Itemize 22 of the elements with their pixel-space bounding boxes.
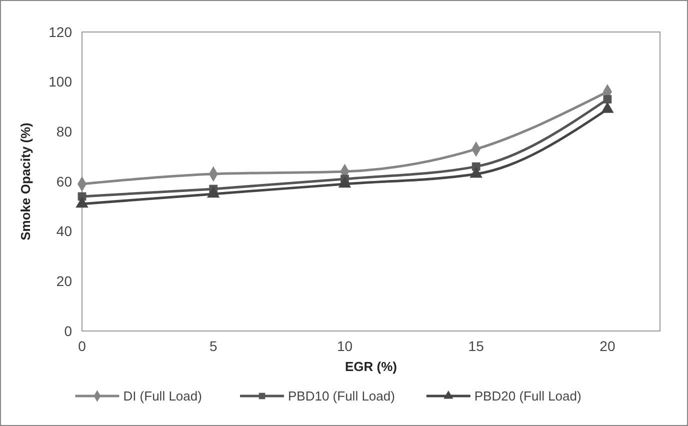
x-tick-label: 5	[209, 338, 218, 354]
y-tick-label: 60	[56, 173, 72, 190]
y-tick-label: 0	[64, 322, 72, 339]
legend-label: PBD10 (Full Load)	[288, 388, 395, 404]
y-tick-label: 20	[56, 273, 72, 290]
y-tick-label: 40	[56, 223, 72, 240]
y-tick-label: 80	[56, 124, 72, 140]
y-axis-title: Smoke Opacity (%)	[18, 122, 33, 240]
y-tick-label: 120	[48, 24, 72, 40]
y-tick-label: 100	[48, 74, 72, 90]
point	[603, 95, 612, 104]
point	[76, 196, 88, 208]
x-tick-label: 0	[78, 338, 86, 354]
point	[207, 186, 220, 198]
point	[338, 176, 352, 188]
legend-label: PBD20 (Full Load)	[474, 388, 582, 404]
legend-label: DI (Full Load)	[123, 388, 202, 404]
x-tick-label: 15	[468, 338, 484, 354]
x-tick-label: 20	[600, 338, 616, 354]
point	[470, 166, 482, 178]
x-axis-title: EGR (%)	[345, 359, 397, 374]
x-tick-label: 10	[336, 338, 353, 354]
